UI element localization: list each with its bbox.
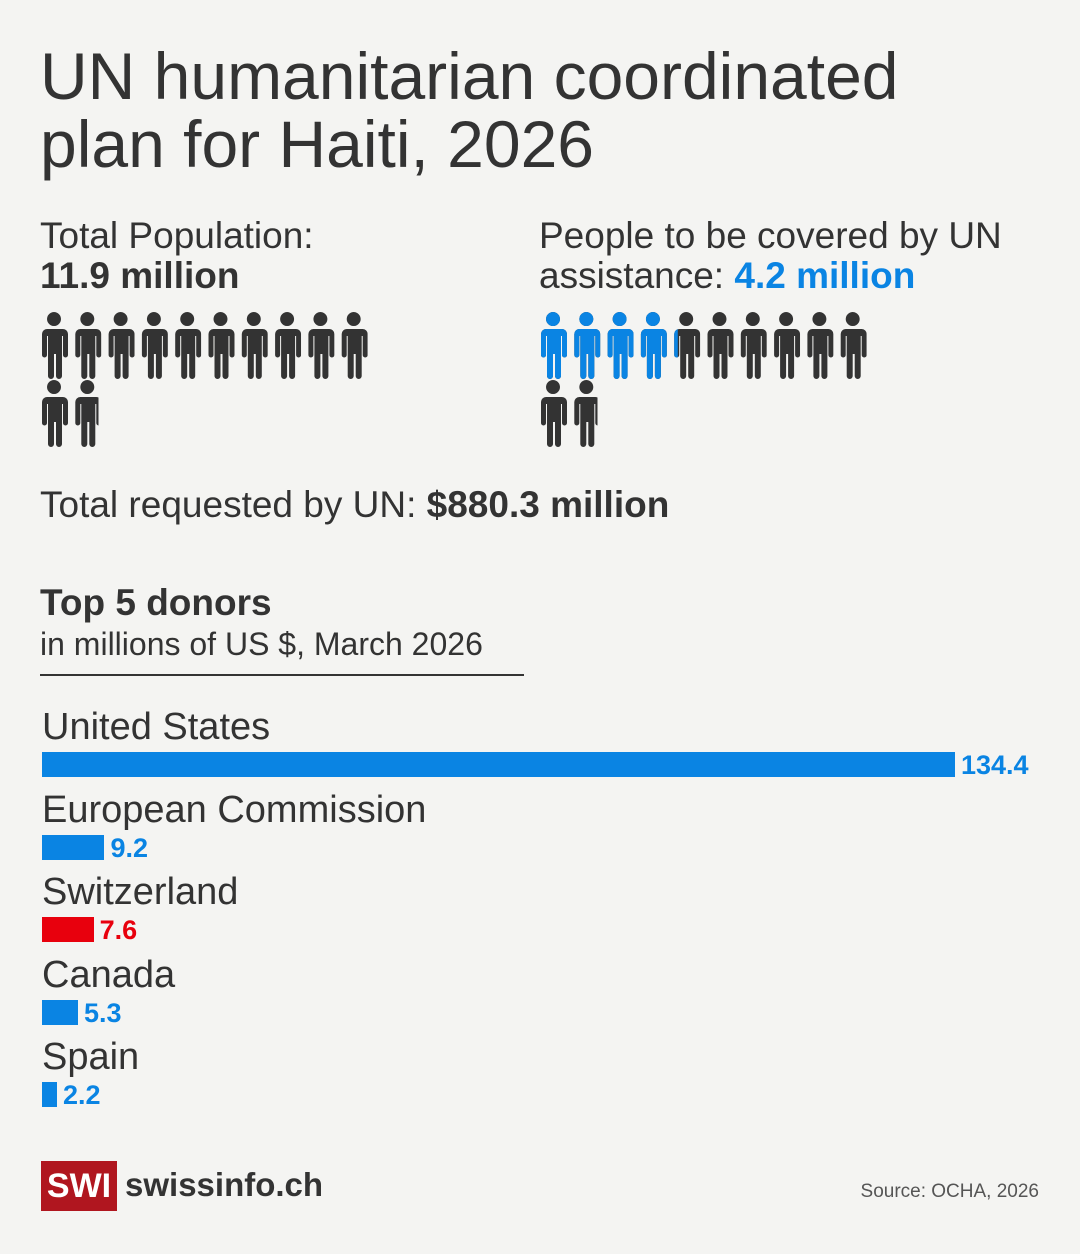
bar-label: Switzerland [42, 871, 239, 913]
person-icon [774, 312, 801, 379]
person-icon [541, 312, 567, 379]
bar-label: United States [42, 706, 271, 748]
person-icon [740, 312, 767, 379]
bar-value-label: 5.3 [84, 997, 122, 1028]
person-icon [42, 312, 68, 379]
requested-label: Total requested by UN: [40, 484, 417, 525]
person-icon [840, 312, 867, 379]
covered-icon-grid [541, 312, 867, 447]
person-icon [75, 380, 99, 447]
population-stat: Total Population: 11.9 million [40, 216, 314, 296]
population-icon-grid [42, 312, 368, 447]
person-icon [175, 312, 202, 379]
divider [40, 674, 524, 676]
bar [42, 999, 78, 1025]
person-icon [308, 312, 335, 379]
bar [42, 1082, 57, 1107]
person-icon [807, 312, 834, 379]
person-icon [141, 312, 168, 379]
person-icon [574, 380, 598, 447]
bar-value-label: 7.6 [99, 915, 138, 945]
person-icon [241, 312, 268, 379]
swi-logo: SWI [41, 1161, 117, 1211]
bar-value-label: 2.2 [62, 1080, 101, 1110]
population-value: 11.9 million [40, 255, 240, 296]
covered-value: 4.2 million [734, 255, 916, 296]
chart-subtitle: in millions of US $, March 2026 [40, 626, 483, 662]
person-icon [541, 380, 567, 447]
logo-text: swissinfo.ch [125, 1166, 324, 1203]
person-icon [75, 312, 102, 379]
person-icon [42, 380, 68, 447]
person-icon [674, 312, 701, 379]
bar-label: European Commission [42, 788, 427, 831]
bar [42, 917, 94, 942]
requested-stat: Total requested by UN: $880.3 million [40, 484, 669, 526]
chart-title: Top 5 donors [40, 582, 272, 623]
covered-stat: People to be covered by UN assistance: 4… [539, 216, 1059, 296]
covered-label: People to be covered by UN assistance: [539, 215, 1002, 296]
bar [42, 834, 105, 860]
person-icon [607, 312, 634, 379]
person-icon [707, 312, 734, 379]
person-icon [208, 312, 235, 379]
person-icon [108, 312, 135, 379]
person-icon [341, 312, 368, 379]
bar-value-label: 9.2 [110, 832, 149, 863]
bar-label: Spain [42, 1036, 140, 1078]
person-icon [275, 312, 302, 379]
person-icon [574, 312, 601, 379]
page-title: UN humanitarian coordinated plan for Hai… [40, 39, 899, 181]
source-note: Source: OCHA, 2026 [860, 1181, 1039, 1202]
bar-value-label: 134.4 [961, 750, 1029, 780]
person-icon [640, 312, 667, 379]
bar [42, 752, 955, 777]
bar-label: Canada [42, 953, 176, 996]
requested-value: $880.3 million [426, 484, 670, 525]
population-label: Total Population: [40, 215, 314, 256]
